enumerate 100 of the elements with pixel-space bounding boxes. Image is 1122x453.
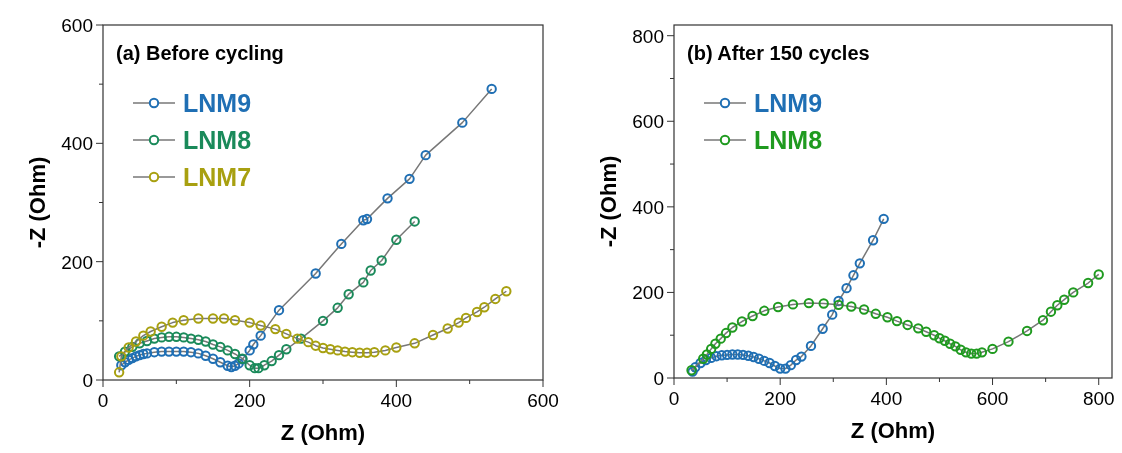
point	[332, 345, 343, 356]
point	[332, 302, 343, 314]
point	[442, 323, 453, 334]
y-tick-label: 0	[653, 368, 664, 389]
point	[457, 117, 468, 128]
point	[743, 350, 754, 361]
point	[803, 297, 815, 309]
point	[215, 341, 226, 353]
point	[846, 301, 857, 312]
y-tick-label: 400	[632, 196, 664, 218]
point	[790, 354, 802, 366]
point	[955, 344, 966, 355]
point	[501, 286, 512, 297]
point	[207, 353, 219, 364]
point	[1093, 269, 1104, 280]
point	[123, 354, 134, 366]
point	[976, 347, 988, 358]
point	[971, 348, 982, 359]
point	[347, 346, 358, 358]
point	[354, 347, 365, 358]
point	[226, 361, 237, 373]
y-tick-label: 600	[632, 111, 664, 133]
point	[336, 238, 347, 250]
point	[486, 83, 497, 95]
point	[695, 357, 706, 369]
point	[303, 336, 314, 348]
point	[701, 349, 713, 360]
point	[255, 330, 266, 341]
point	[785, 359, 796, 371]
x-tick-label: 200	[233, 390, 266, 411]
point	[705, 343, 717, 355]
point	[827, 309, 838, 320]
point	[753, 353, 765, 364]
point	[913, 323, 924, 334]
point	[134, 338, 145, 349]
point	[841, 282, 852, 294]
point	[376, 255, 387, 266]
point	[295, 333, 307, 344]
point	[343, 289, 354, 300]
point	[127, 352, 138, 364]
x-tick-label: 200	[764, 388, 797, 409]
point	[1082, 277, 1094, 289]
point	[460, 312, 472, 324]
point	[453, 317, 464, 328]
point	[817, 323, 828, 334]
point	[716, 350, 727, 361]
point	[361, 347, 373, 358]
point	[178, 332, 189, 343]
point	[193, 348, 204, 359]
point	[339, 346, 351, 357]
point	[244, 360, 255, 371]
point	[391, 342, 402, 353]
point	[960, 347, 972, 358]
point	[310, 340, 321, 351]
point	[171, 331, 182, 343]
point	[229, 348, 241, 360]
point	[759, 305, 770, 317]
x-tick-label: 0	[97, 390, 109, 411]
point	[171, 346, 182, 357]
point	[127, 341, 138, 353]
point	[759, 355, 770, 367]
text: (b) After 150 cycles	[687, 42, 870, 64]
point	[944, 338, 956, 349]
point	[123, 342, 134, 353]
point	[193, 334, 204, 345]
point	[248, 339, 259, 350]
legend-label: LNM9	[183, 89, 252, 117]
y-tick-label: 200	[61, 251, 93, 273]
point	[259, 360, 270, 371]
point	[705, 352, 717, 364]
point	[727, 322, 738, 333]
point	[1045, 306, 1057, 317]
point	[167, 317, 178, 328]
legend-label: LNM8	[754, 126, 823, 154]
point	[727, 349, 738, 360]
point	[185, 333, 197, 344]
point	[1059, 294, 1070, 305]
point	[870, 308, 881, 320]
point	[141, 348, 153, 359]
point	[479, 302, 490, 313]
point	[358, 277, 369, 288]
x-tick-label: 600	[976, 388, 1009, 409]
point	[156, 332, 167, 343]
x-axis-title: Z (Ohm)	[280, 420, 366, 445]
legend-label: LNM8	[183, 126, 252, 154]
point	[818, 298, 829, 309]
point	[1003, 336, 1014, 347]
point	[281, 344, 292, 355]
point	[471, 306, 483, 318]
point	[796, 351, 807, 362]
point	[737, 349, 749, 361]
point	[920, 326, 932, 337]
point	[207, 313, 219, 324]
point	[854, 258, 866, 269]
point	[878, 213, 889, 225]
point	[141, 335, 153, 347]
point	[409, 338, 420, 349]
point	[882, 312, 893, 323]
point	[950, 341, 961, 352]
point	[769, 360, 781, 372]
